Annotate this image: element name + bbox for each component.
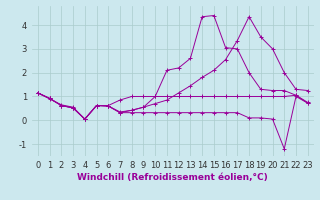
X-axis label: Windchill (Refroidissement éolien,°C): Windchill (Refroidissement éolien,°C) <box>77 173 268 182</box>
